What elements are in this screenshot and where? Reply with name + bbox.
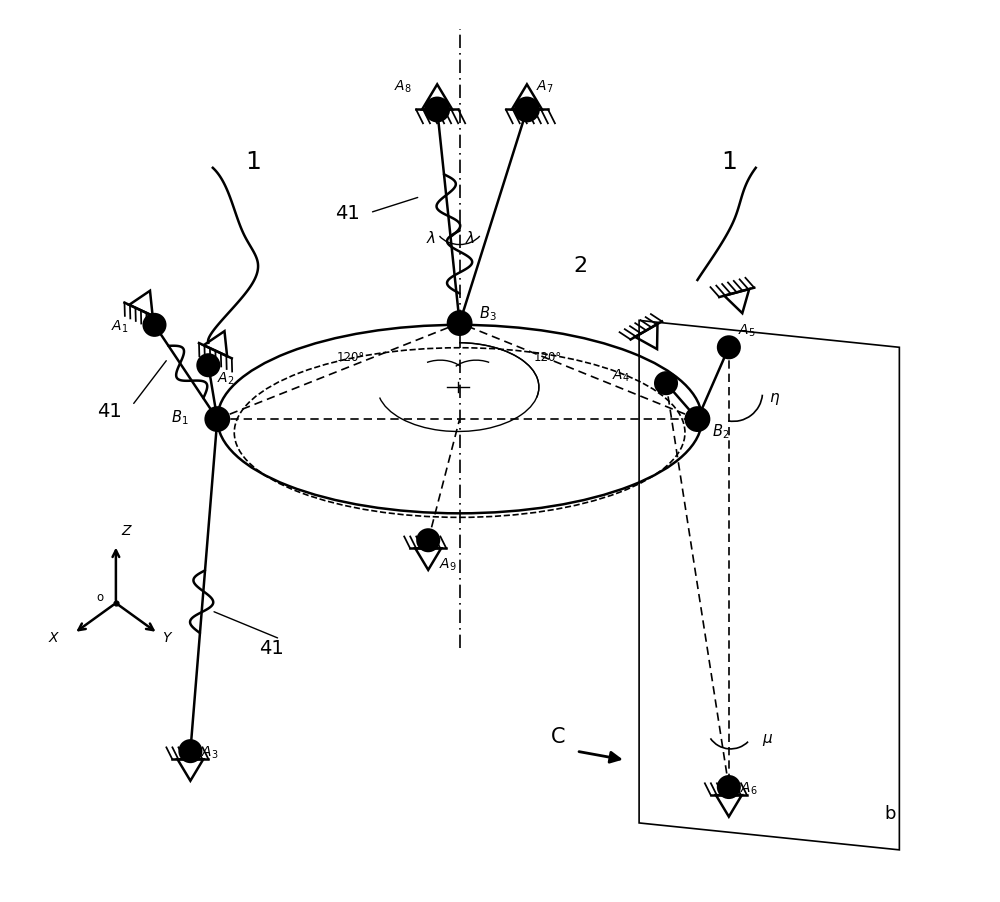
- Text: o: o: [96, 591, 103, 603]
- Text: 1: 1: [245, 150, 261, 173]
- Text: $A_3$: $A_3$: [201, 744, 219, 760]
- Circle shape: [718, 337, 740, 359]
- Text: $\lambda$: $\lambda$: [426, 230, 436, 246]
- Text: 41: 41: [335, 204, 360, 223]
- Circle shape: [718, 777, 740, 798]
- Text: $A_1$: $A_1$: [111, 318, 129, 335]
- Text: Y: Y: [162, 630, 171, 644]
- Circle shape: [686, 408, 709, 431]
- Text: 1: 1: [721, 150, 737, 173]
- Text: $\eta$: $\eta$: [769, 391, 780, 407]
- Text: $\mu$: $\mu$: [762, 732, 773, 748]
- Circle shape: [198, 355, 219, 377]
- Text: $A_6$: $A_6$: [740, 779, 757, 796]
- Circle shape: [206, 408, 229, 431]
- Text: $A_5$: $A_5$: [738, 323, 755, 339]
- Circle shape: [426, 98, 449, 122]
- Circle shape: [144, 315, 165, 336]
- Text: $B_3$: $B_3$: [479, 304, 497, 323]
- Circle shape: [180, 741, 201, 762]
- Circle shape: [515, 98, 539, 122]
- Text: $\lambda$: $\lambda$: [465, 230, 475, 246]
- Text: C: C: [551, 726, 566, 746]
- Text: $A_9$: $A_9$: [439, 556, 457, 572]
- Text: $B_1$: $B_1$: [171, 408, 188, 426]
- Text: $A_7$: $A_7$: [536, 78, 553, 95]
- Text: Z: Z: [121, 523, 131, 538]
- Circle shape: [417, 529, 439, 551]
- Text: $A_4$: $A_4$: [612, 367, 630, 383]
- Circle shape: [448, 312, 471, 336]
- Text: $A_8$: $A_8$: [394, 78, 412, 95]
- Text: X: X: [49, 630, 58, 644]
- Text: 2: 2: [574, 256, 588, 276]
- Text: 41: 41: [259, 639, 284, 658]
- Text: $B_2$: $B_2$: [712, 422, 729, 440]
- Text: 120°: 120°: [336, 351, 365, 364]
- Circle shape: [655, 373, 677, 394]
- Text: 120°: 120°: [534, 351, 562, 364]
- Text: b: b: [885, 805, 896, 823]
- Text: $A_2$: $A_2$: [217, 370, 235, 386]
- Text: 41: 41: [97, 401, 122, 420]
